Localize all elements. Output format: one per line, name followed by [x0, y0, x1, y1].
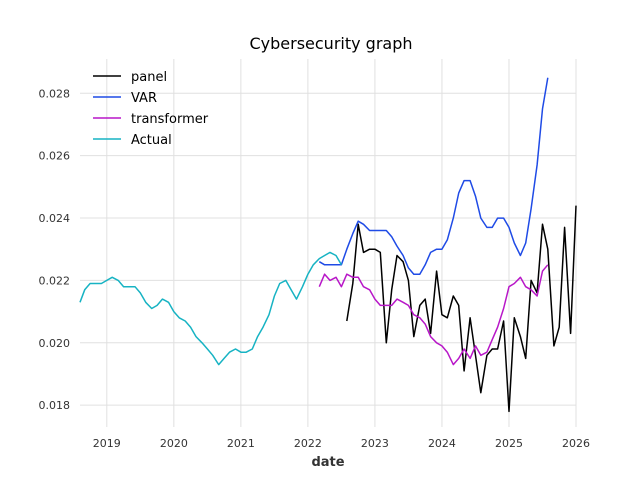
legend-label: Actual [131, 133, 172, 148]
x-tick-label: 2022 [294, 437, 322, 450]
y-axis-ticks: 0.018 0.020 0.022 0.024 0.026 0.028 [39, 87, 71, 412]
x-tick-label: 2021 [227, 437, 255, 450]
y-tick-label: 0.026 [39, 150, 71, 163]
series-line-transformer [318, 264, 549, 366]
x-axis-title: date [311, 455, 344, 470]
x-tick-label: 2025 [495, 437, 523, 450]
y-tick-label: 0.022 [39, 274, 71, 287]
grid-lines [80, 59, 577, 427]
chart-title: Cybersecurity graph [249, 34, 412, 53]
x-tick-label: 2026 [562, 437, 590, 450]
legend: panel VAR transformer Actual [93, 70, 209, 148]
series-line-actual [79, 251, 343, 366]
legend-label: panel [131, 70, 167, 85]
x-tick-label: 2023 [361, 437, 389, 450]
y-tick-label: 0.018 [39, 399, 71, 412]
legend-label: VAR [131, 91, 157, 106]
y-tick-label: 0.028 [39, 87, 71, 100]
series-line-panel [346, 205, 577, 413]
x-tick-label: 2024 [428, 437, 456, 450]
y-tick-label: 0.024 [39, 212, 71, 225]
y-tick-label: 0.020 [39, 337, 71, 350]
series-lines [79, 77, 577, 413]
x-tick-label: 2020 [160, 437, 188, 450]
x-tick-label: 2019 [93, 437, 121, 450]
x-axis-ticks: 2019 2020 2021 2022 2023 2024 2025 2026 [93, 437, 590, 450]
legend-label: transformer [131, 112, 209, 127]
series-line-var [318, 77, 549, 275]
